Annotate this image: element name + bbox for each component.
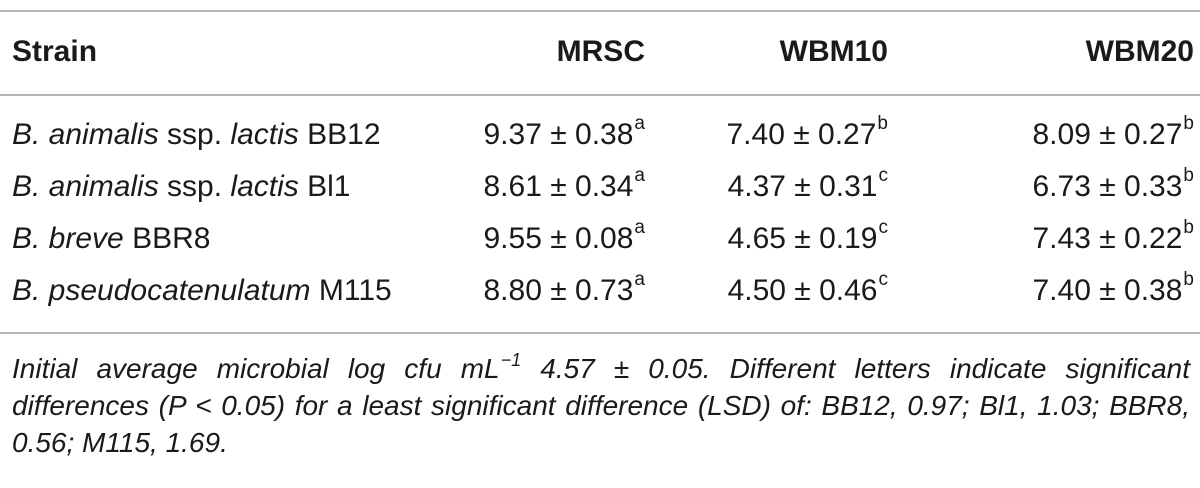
- mrsc-value: 8.61 ± 0.34a: [484, 164, 646, 210]
- wbm10-mean-sd: 4.50 ± 0.46: [727, 274, 878, 307]
- significance-letter: a: [634, 217, 645, 238]
- mrsc-mean-sd: 8.80 ± 0.73: [483, 274, 634, 307]
- strain-name: B. animalis ssp. lactis BB12: [12, 112, 381, 158]
- mrsc-value: 9.55 ± 0.08a: [484, 216, 646, 262]
- strain-subspecies-marker: ssp.: [158, 118, 231, 151]
- footnote-text-start: Initial average microbial log cfu mL: [12, 353, 500, 384]
- significance-letter: b: [1183, 217, 1194, 238]
- significance-letter: a: [634, 165, 645, 186]
- significance-letter: b: [1183, 269, 1194, 290]
- significance-letter: b: [1183, 165, 1194, 186]
- table-row: B. pseudocatenulatum M115 8.80 ± 0.73a 4…: [0, 268, 1200, 314]
- strain-code: M115: [310, 274, 392, 307]
- wbm20-value: 6.73 ± 0.33b: [1033, 164, 1195, 210]
- wbm10-mean-sd: 7.40 ± 0.27: [726, 118, 877, 151]
- wbm20-mean-sd: 6.73 ± 0.33: [1032, 170, 1183, 203]
- wbm10-value: 4.50 ± 0.46c: [728, 268, 888, 314]
- mrsc-value: 8.80 ± 0.73a: [484, 268, 646, 314]
- strain-code: Bl1: [298, 170, 351, 203]
- wbm10-mean-sd: 4.65 ± 0.19: [727, 222, 878, 255]
- mrsc-mean-sd: 9.37 ± 0.38: [483, 118, 634, 151]
- wbm20-value: 8.09 ± 0.27b: [1033, 112, 1195, 158]
- significance-letter: c: [878, 165, 889, 186]
- significance-letter: b: [1183, 113, 1194, 134]
- header-wbm10: WBM10: [779, 35, 888, 68]
- significance-letter: c: [878, 217, 889, 238]
- strain-name: B. pseudocatenulatum M115: [12, 268, 392, 314]
- strain-name: B. animalis ssp. lactis Bl1: [12, 164, 350, 210]
- strain-code: BBR8: [123, 222, 211, 255]
- mrsc-mean-sd: 8.61 ± 0.34: [483, 170, 634, 203]
- table-row: B. breve BBR8 9.55 ± 0.08a 4.65 ± 0.19c …: [0, 216, 1200, 262]
- mrsc-mean-sd: 9.55 ± 0.08: [483, 222, 634, 255]
- header-wbm20: WBM20: [1085, 35, 1194, 68]
- header-rule: [0, 94, 1200, 96]
- significance-letter: a: [634, 113, 645, 134]
- strain-name: B. breve BBR8: [12, 216, 210, 262]
- wbm20-mean-sd: 8.09 ± 0.27: [1032, 118, 1183, 151]
- significance-letter: b: [877, 113, 888, 134]
- header-mrsc: MRSC: [556, 35, 645, 68]
- table-footnote: Initial average microbial log cfu mL−1 4…: [12, 350, 1190, 461]
- strain-code: BB12: [298, 118, 381, 151]
- strain-genus: B. pseudocatenulatum: [12, 274, 311, 307]
- wbm20-mean-sd: 7.40 ± 0.38: [1032, 274, 1183, 307]
- wbm10-value: 7.40 ± 0.27b: [727, 112, 889, 158]
- wbm20-value: 7.40 ± 0.38b: [1033, 268, 1195, 314]
- table-top-rule: [0, 10, 1200, 12]
- strain-genus: B. breve: [12, 222, 124, 255]
- wbm10-mean-sd: 4.37 ± 0.31: [727, 170, 878, 203]
- significance-letter: a: [634, 269, 645, 290]
- footnote-text-end: 4.57 ± 0.05. Different letters indicate …: [12, 353, 1190, 458]
- table-row: B. animalis ssp. lactis BB12 9.37 ± 0.38…: [0, 112, 1200, 158]
- wbm10-value: 4.65 ± 0.19c: [728, 216, 888, 262]
- wbm10-value: 4.37 ± 0.31c: [728, 164, 888, 210]
- significance-letter: c: [878, 269, 889, 290]
- table-row: B. animalis ssp. lactis Bl1 8.61 ± 0.34a…: [0, 164, 1200, 210]
- mrsc-value: 9.37 ± 0.38a: [484, 112, 646, 158]
- header-strain: Strain: [12, 35, 98, 68]
- strain-subspecies: lactis: [230, 170, 299, 203]
- strain-subspecies-marker: ssp.: [158, 170, 231, 203]
- wbm20-value: 7.43 ± 0.22b: [1033, 216, 1195, 262]
- strain-genus: B. animalis: [12, 118, 159, 151]
- strain-subspecies: lactis: [230, 118, 299, 151]
- wbm20-mean-sd: 7.43 ± 0.22: [1032, 222, 1183, 255]
- table-bottom-rule: [0, 332, 1200, 334]
- footnote-exponent: −1: [500, 349, 522, 370]
- strain-genus: B. animalis: [12, 170, 159, 203]
